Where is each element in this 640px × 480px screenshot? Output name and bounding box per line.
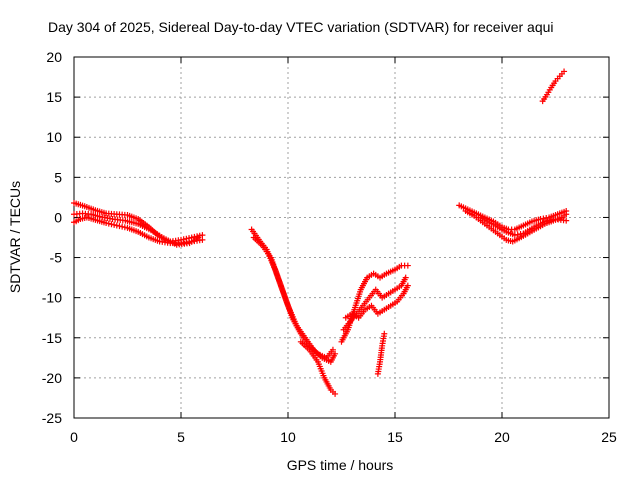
data-point (121, 224, 128, 231)
y-tick-label: -20 (42, 370, 62, 386)
x-tick-label: 5 (177, 429, 185, 445)
data-point (113, 222, 120, 229)
data-point (541, 218, 548, 225)
data-point (404, 262, 411, 269)
y-tick-label: 10 (46, 129, 62, 145)
data-point (199, 236, 206, 243)
x-tick-label: 20 (494, 429, 510, 445)
grid-layer (74, 57, 609, 418)
data-point (547, 217, 554, 224)
y-tick-label: -10 (42, 290, 62, 306)
data-point (332, 390, 339, 397)
x-tick-label: 25 (601, 429, 617, 445)
y-tick-label: 15 (46, 89, 62, 105)
data-point (404, 282, 411, 289)
y-tick-label: -15 (42, 330, 62, 346)
y-tick-label: 20 (46, 49, 62, 65)
x-tick-label: 15 (387, 429, 403, 445)
data-point (108, 221, 115, 228)
data-point (563, 211, 570, 218)
data-point (329, 346, 336, 353)
y-tick-label: 0 (54, 209, 62, 225)
x-tick-label: 10 (280, 429, 296, 445)
plot-frame (73, 56, 610, 419)
data-point (105, 220, 112, 227)
data-point (381, 330, 388, 337)
y-tick-label: -25 (42, 410, 62, 426)
data-point (103, 220, 110, 227)
data-point (116, 223, 123, 230)
y-tick-label: 5 (54, 169, 62, 185)
data-point (332, 350, 339, 357)
data-point (111, 221, 118, 228)
data-point (402, 274, 409, 281)
y-tick-label: -5 (50, 250, 63, 266)
ticks-layer: 0 5 10 15 20 25 -25 -20 -15 -10 -5 0 5 10 15 20 (42, 49, 617, 445)
data-point (549, 216, 556, 223)
data-point (119, 223, 126, 230)
data-point (195, 234, 202, 241)
data-point (544, 217, 551, 224)
x-axis-label: GPS time / hours (287, 457, 394, 473)
y-axis-label: SDTVAR / TECUs (7, 181, 23, 293)
chart-title: Day 304 of 2025, Sidereal Day-to-day VTE… (48, 19, 554, 35)
data-point (561, 68, 568, 75)
data-points-layer (71, 68, 570, 397)
x-tick-label: 0 (70, 429, 78, 445)
data-point (563, 217, 570, 224)
